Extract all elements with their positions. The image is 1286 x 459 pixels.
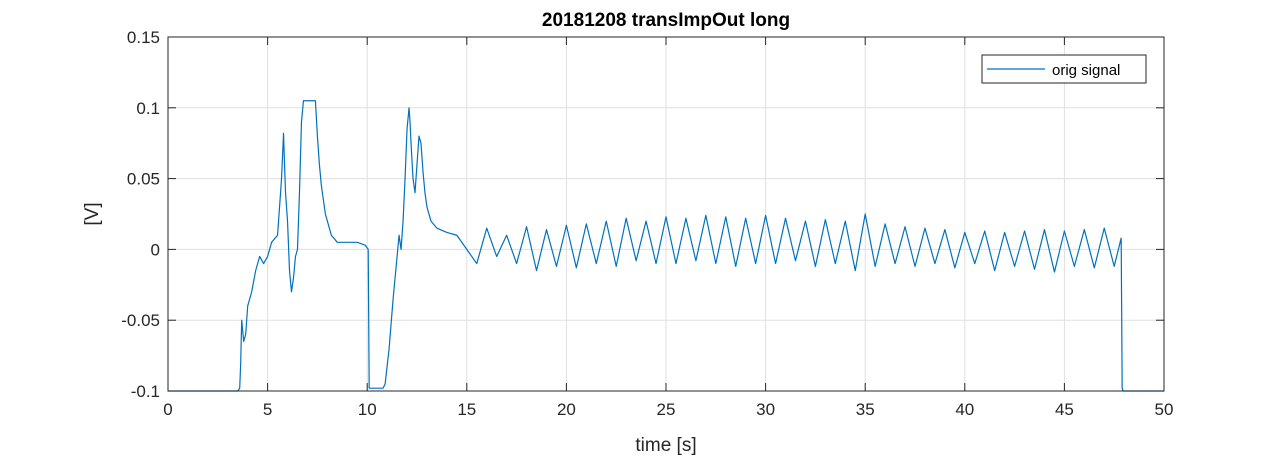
y-tick-label: 0.15: [127, 28, 160, 47]
x-tick-labels: 0 5 10 15 20 25 30 35 40 45 50: [163, 400, 1173, 419]
y-tick-label: -0.05: [121, 311, 160, 330]
x-tick-label: 5: [263, 400, 272, 419]
x-tick-label: 40: [955, 400, 974, 419]
x-tick-label: 20: [557, 400, 576, 419]
x-tick-label: 0: [163, 400, 172, 419]
x-tick-label: 50: [1155, 400, 1174, 419]
y-tick-label: 0: [151, 240, 160, 259]
x-axis-label: time [s]: [635, 435, 696, 456]
legend: orig signal: [981, 54, 1147, 84]
y-tick-label: 0.1: [136, 99, 160, 118]
y-tick-labels: -0.1 -0.05 0 0.05 0.1 0.15: [121, 28, 160, 401]
series-layer: [168, 100, 1164, 392]
x-tick-label: 15: [457, 400, 476, 419]
x-tick-label: 35: [856, 400, 875, 419]
y-tick-label: 0.05: [127, 170, 160, 189]
legend-entry-orig-signal: orig signal: [1052, 62, 1120, 79]
x-tick-label: 45: [1055, 400, 1074, 419]
y-axis-label: [V]: [82, 202, 103, 225]
chart-title: 20181208 transImpOut long: [542, 10, 790, 31]
tick-marks: [167, 36, 1165, 392]
x-tick-label: 10: [358, 400, 377, 419]
x-tick-label: 25: [657, 400, 676, 419]
series-line-0: [168, 100, 1164, 392]
x-tick-label: 30: [756, 400, 775, 419]
legend-box: [981, 54, 1147, 84]
y-tick-label: -0.1: [131, 382, 160, 401]
